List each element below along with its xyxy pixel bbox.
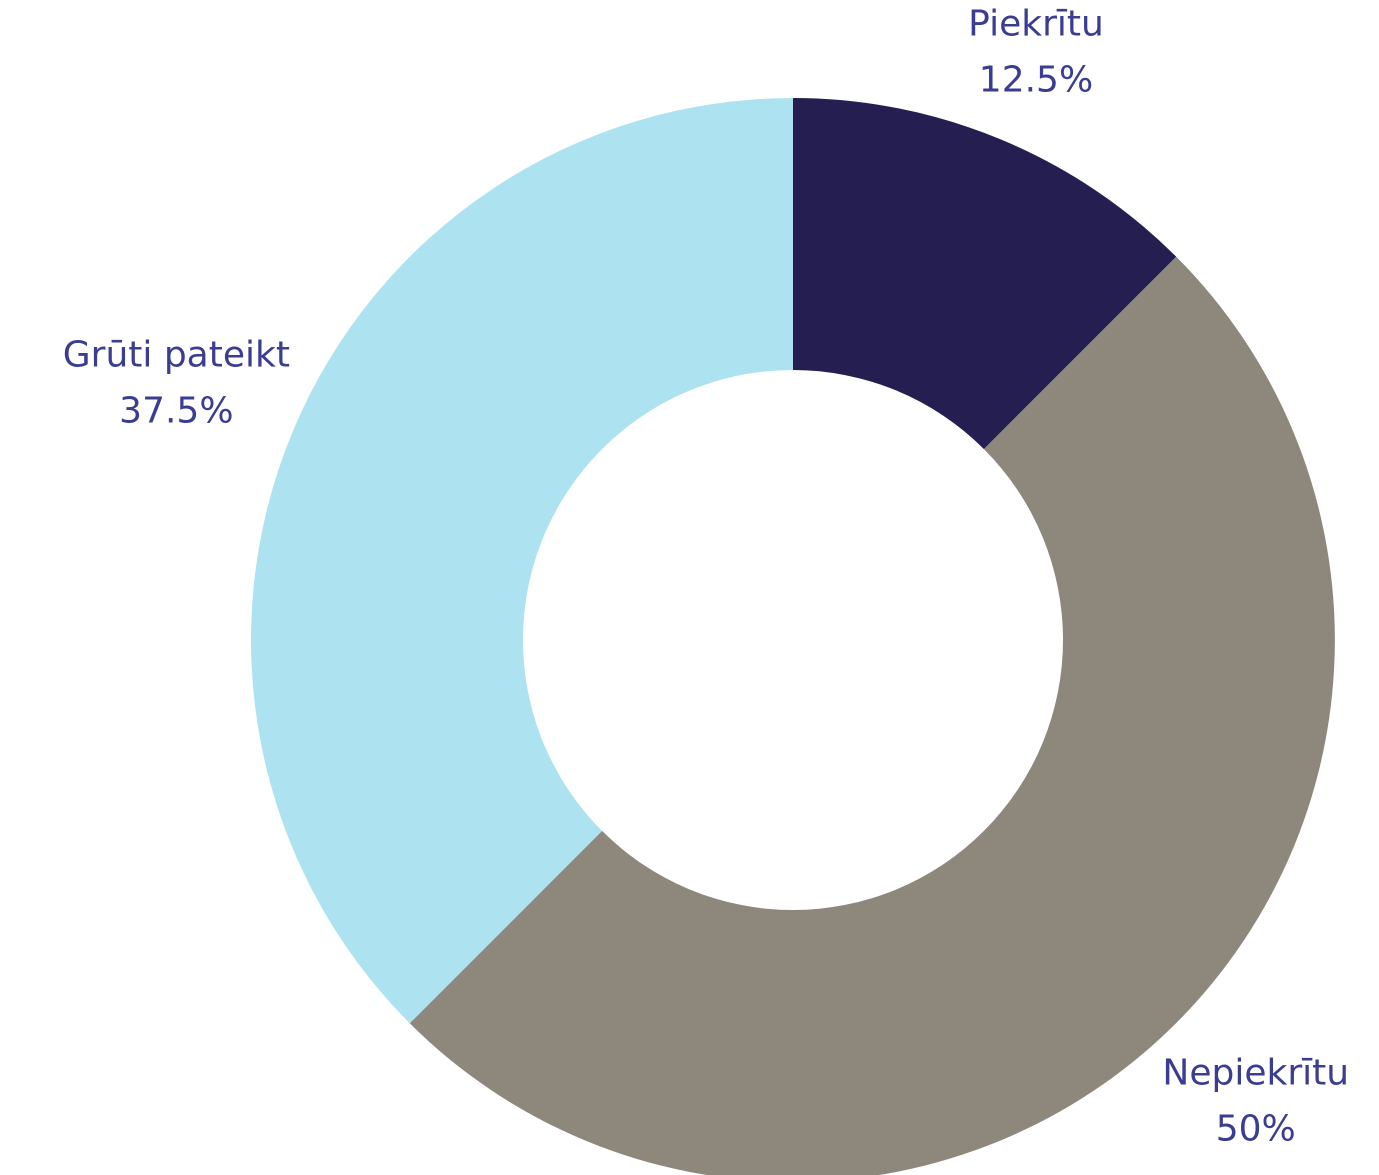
donut-slice	[250, 98, 793, 1024]
slice-value-label: 12.5%	[979, 59, 1093, 100]
donut-slice	[409, 256, 1335, 1175]
donut-slice	[793, 98, 1177, 450]
slice-label: Nepiekrītu	[1162, 1053, 1349, 1094]
slice-value-label: 37.5%	[119, 391, 233, 432]
slice-value-label: 50%	[1216, 1109, 1296, 1150]
slice-label: Grūti pateikt	[63, 335, 290, 376]
slice-label: Piekrītu	[968, 3, 1104, 44]
